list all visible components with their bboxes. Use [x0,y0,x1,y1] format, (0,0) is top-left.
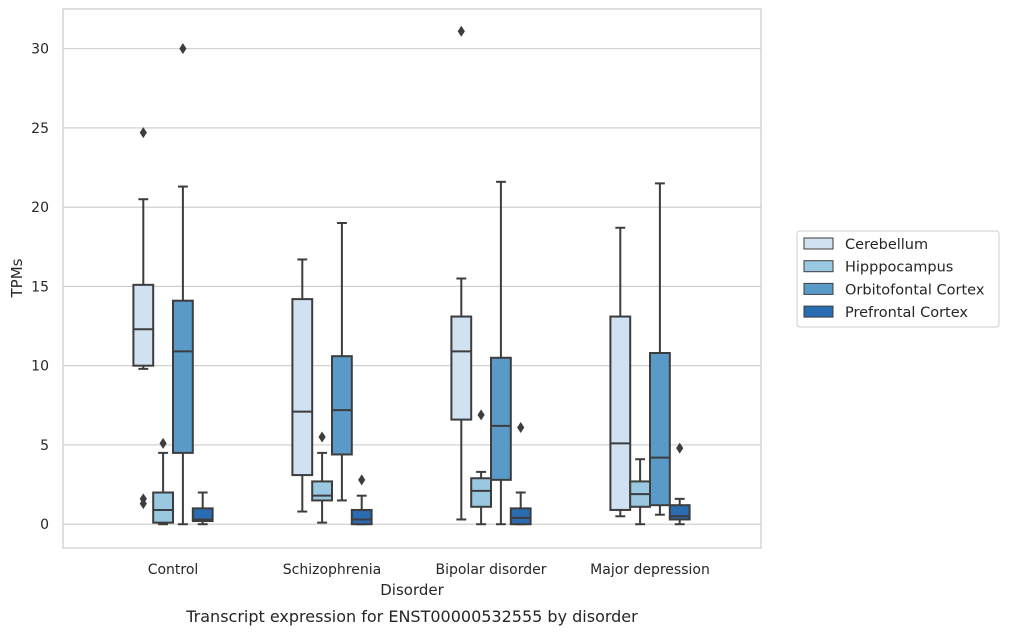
outlier-point [318,431,326,443]
box-iqr [450,315,473,421]
outlier-point [139,498,147,510]
box-cerebellum [609,226,632,518]
x-tick-label: Bipolar disorder [435,562,546,578]
box-iqr [331,355,353,456]
box-cerebellum [450,25,473,521]
legend-label: Prefrontal Cortex [845,305,968,321]
box-iqr [152,491,174,524]
box-hipppocampus [470,409,493,526]
plot-frame [62,8,762,549]
legend-label: Cerebellum [845,237,928,253]
outlier-point [517,422,525,434]
outlier-point [676,442,684,454]
outlier-point [358,474,366,486]
x-axis-title: Disorder [380,581,444,599]
box-iqr [291,298,314,477]
outlier-point [457,25,465,37]
outlier-point [159,437,167,449]
box-iqr [609,315,632,511]
box-hipppocampus [629,458,652,526]
box-iqr [490,356,512,481]
x-tick-label: Control [148,562,199,578]
y-tick-label: 20 [31,200,49,216]
legend-frame [796,230,1000,328]
x-tick-labels: Control Schizophrenia Bipolar disorder Majo… [148,562,710,578]
box-cerebellum [291,258,314,513]
box-iqr [649,352,671,507]
y-tick-labels: 0 5 10 15 20 25 30 [31,42,49,534]
x-tick-label: Schizophrenia [283,562,381,578]
outlier-point [477,409,485,421]
box-iqr [470,477,493,508]
box-hipppocampus [152,437,174,526]
legend-swatch [803,305,834,318]
y-tick-label: 10 [31,359,49,375]
box-hipppocampus [311,431,334,524]
box-iqr [509,507,532,526]
box-iqr [132,283,155,367]
box-cerebellum [132,127,155,510]
box-plot-series [132,25,691,526]
legend-swatch [803,237,834,250]
box-orbitofontal-cortex [490,180,512,526]
box-iqr [311,480,334,502]
outlier-point [139,127,147,139]
box-prefrontal-cortex [350,474,373,526]
chart-caption: Transcript expression for ENST0000053255… [185,607,638,626]
y-tick-label: 0 [40,517,49,533]
box-prefrontal-cortex [509,422,532,526]
box-orbitofontal-cortex [172,43,194,526]
legend-swatch [803,282,834,295]
legend-swatch [803,260,834,273]
legend-label: Hipppocampus [845,260,953,276]
box-iqr [172,299,194,454]
outlier-point [179,43,187,55]
box-iqr [668,504,691,521]
y-axis-title: TPMs [8,258,26,298]
y-tick-label: 25 [31,121,49,137]
y-tick-label: 5 [40,438,49,454]
legend: Cerebellum Hipppocampus Orbitofontal Corte… [796,230,1000,328]
box-iqr [350,508,373,526]
x-tick-label: Major depression [590,562,710,578]
box-prefrontal-cortex [191,491,214,526]
box-orbitofontal-cortex [649,182,671,516]
box-iqr [191,507,214,523]
y-tick-label: 15 [31,279,49,295]
legend-label: Orbitofontal Cortex [845,282,985,298]
y-tick-label: 30 [31,42,49,58]
box-orbitofontal-cortex [331,222,353,502]
box-prefrontal-cortex [668,442,691,526]
